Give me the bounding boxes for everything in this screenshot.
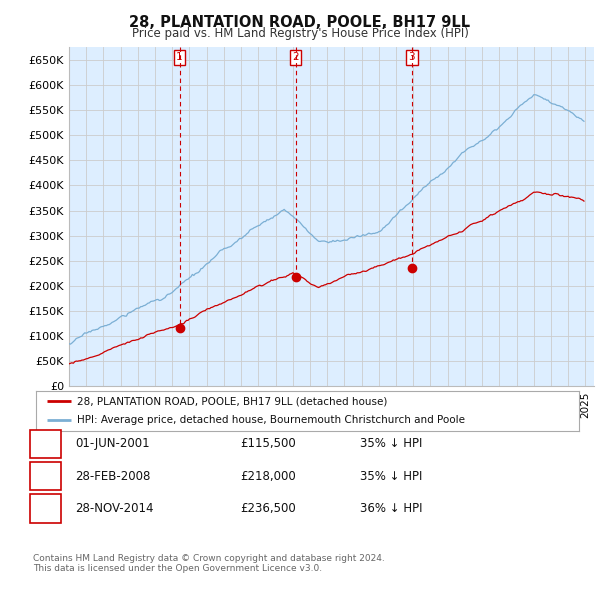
Text: £218,000: £218,000 (240, 470, 296, 483)
Text: 28, PLANTATION ROAD, POOLE, BH17 9LL (detached house): 28, PLANTATION ROAD, POOLE, BH17 9LL (de… (77, 396, 387, 407)
Text: 2: 2 (42, 470, 49, 483)
Text: This data is licensed under the Open Government Licence v3.0.: This data is licensed under the Open Gov… (33, 565, 322, 573)
Text: 36% ↓ HPI: 36% ↓ HPI (360, 502, 422, 515)
Text: 1: 1 (42, 437, 49, 450)
Text: 28, PLANTATION ROAD, POOLE, BH17 9LL: 28, PLANTATION ROAD, POOLE, BH17 9LL (130, 15, 470, 30)
Text: £236,500: £236,500 (240, 502, 296, 515)
Text: 28-NOV-2014: 28-NOV-2014 (75, 502, 154, 515)
Text: Price paid vs. HM Land Registry's House Price Index (HPI): Price paid vs. HM Land Registry's House … (131, 27, 469, 40)
Text: 35% ↓ HPI: 35% ↓ HPI (360, 470, 422, 483)
Text: 28-FEB-2008: 28-FEB-2008 (75, 470, 151, 483)
Text: 01-JUN-2001: 01-JUN-2001 (75, 437, 149, 450)
Text: 3: 3 (409, 53, 415, 63)
Text: 35% ↓ HPI: 35% ↓ HPI (360, 437, 422, 450)
Text: £115,500: £115,500 (240, 437, 296, 450)
Text: 2: 2 (292, 53, 299, 63)
Text: HPI: Average price, detached house, Bournemouth Christchurch and Poole: HPI: Average price, detached house, Bour… (77, 415, 465, 425)
Text: 3: 3 (42, 502, 49, 515)
Text: 1: 1 (176, 53, 183, 63)
Text: Contains HM Land Registry data © Crown copyright and database right 2024.: Contains HM Land Registry data © Crown c… (33, 555, 385, 563)
